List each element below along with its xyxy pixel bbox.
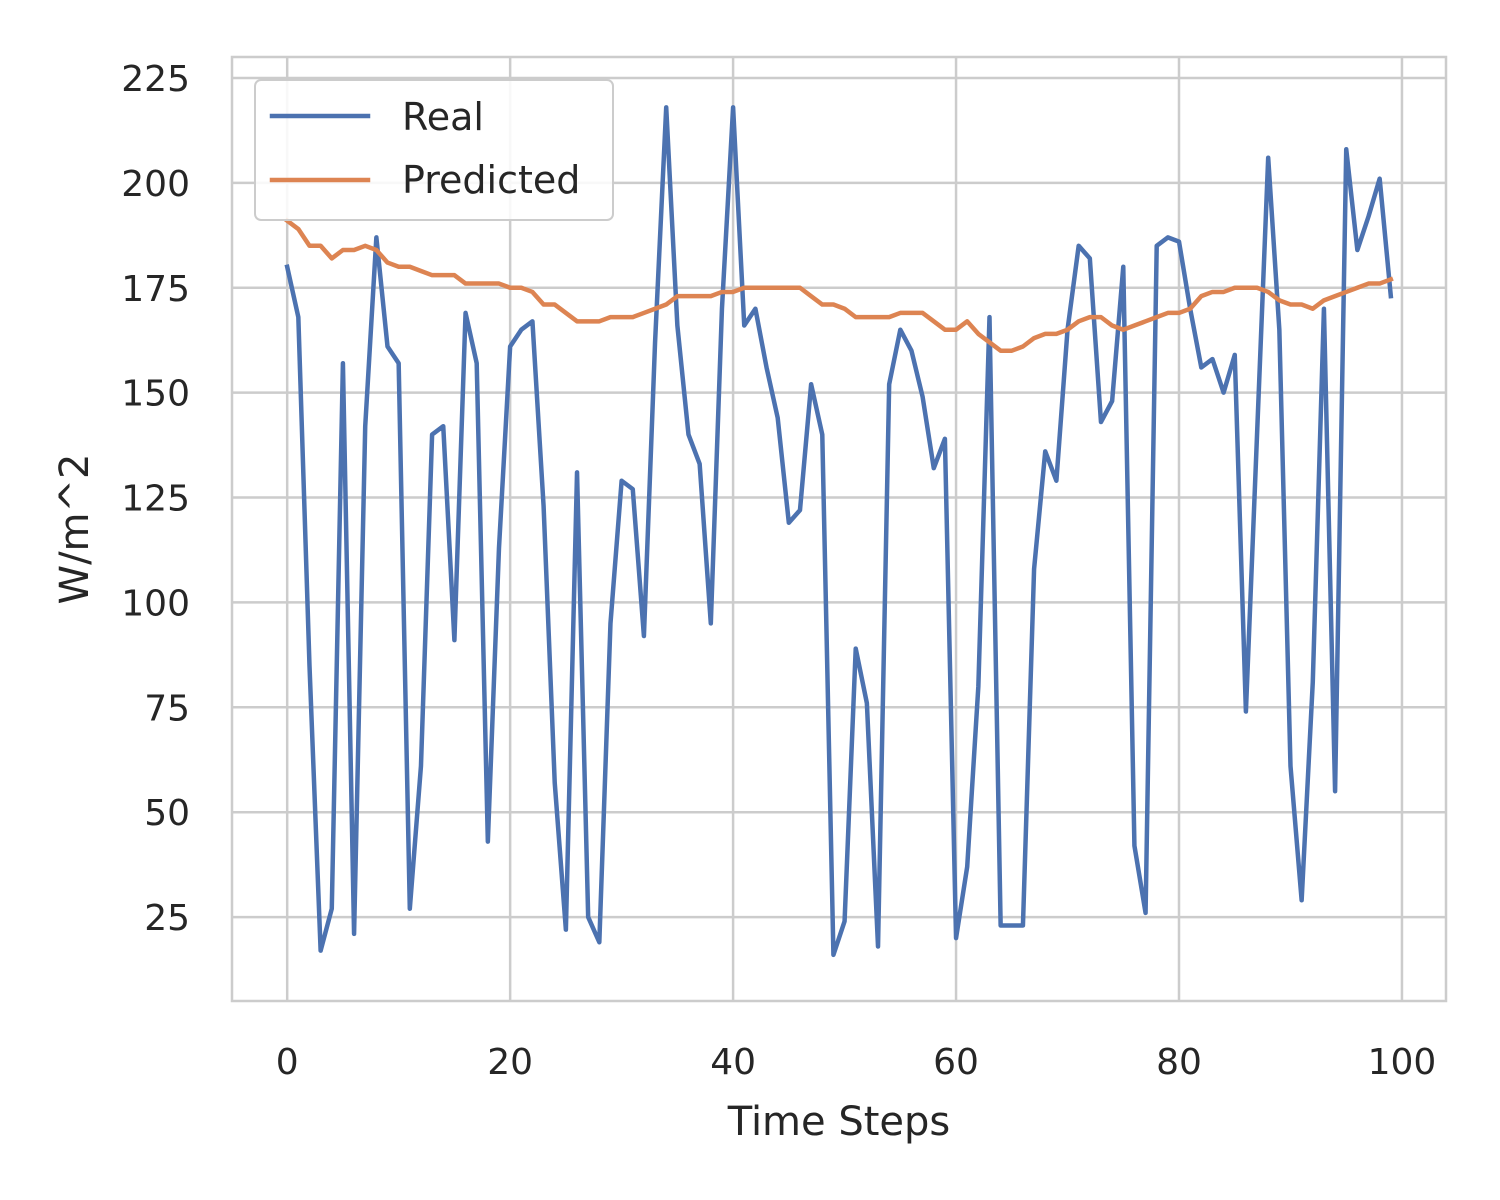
x-tick-label: 0 bbox=[276, 1042, 299, 1083]
y-tick-label: 125 bbox=[121, 479, 190, 520]
y-tick-label: 150 bbox=[121, 374, 190, 415]
y-tick-label: 225 bbox=[121, 59, 190, 100]
legend: Real Predicted bbox=[254, 79, 614, 221]
y-tick-labels: 25 50 75 100 125 150 175 200 225 bbox=[121, 59, 190, 939]
series-layer bbox=[284, 105, 1394, 958]
x-tick-label: 40 bbox=[710, 1042, 756, 1083]
series-line-predicted bbox=[284, 217, 1394, 353]
series-line-real bbox=[284, 105, 1394, 958]
legend-label-real: Real bbox=[402, 95, 484, 139]
y-tick-label: 200 bbox=[121, 164, 190, 205]
y-tick-label: 50 bbox=[144, 793, 190, 834]
grid-lines bbox=[232, 57, 1446, 1001]
x-tick-label: 60 bbox=[933, 1042, 979, 1083]
plot-frame bbox=[230, 55, 1448, 1003]
y-tick-label: 75 bbox=[144, 688, 190, 729]
y-axis-label: W/m^2 bbox=[52, 454, 98, 605]
y-tick-label: 100 bbox=[121, 583, 190, 624]
x-axis-label: Time Steps bbox=[727, 1099, 951, 1145]
legend-label-predicted: Predicted bbox=[402, 158, 580, 202]
x-tick-label: 100 bbox=[1368, 1042, 1437, 1083]
x-tick-label: 80 bbox=[1156, 1042, 1202, 1083]
x-tick-label: 20 bbox=[487, 1042, 533, 1083]
x-tick-labels: 0 20 40 60 80 100 bbox=[276, 1042, 1437, 1083]
y-tick-label: 175 bbox=[121, 269, 190, 310]
y-tick-label: 25 bbox=[144, 898, 190, 939]
